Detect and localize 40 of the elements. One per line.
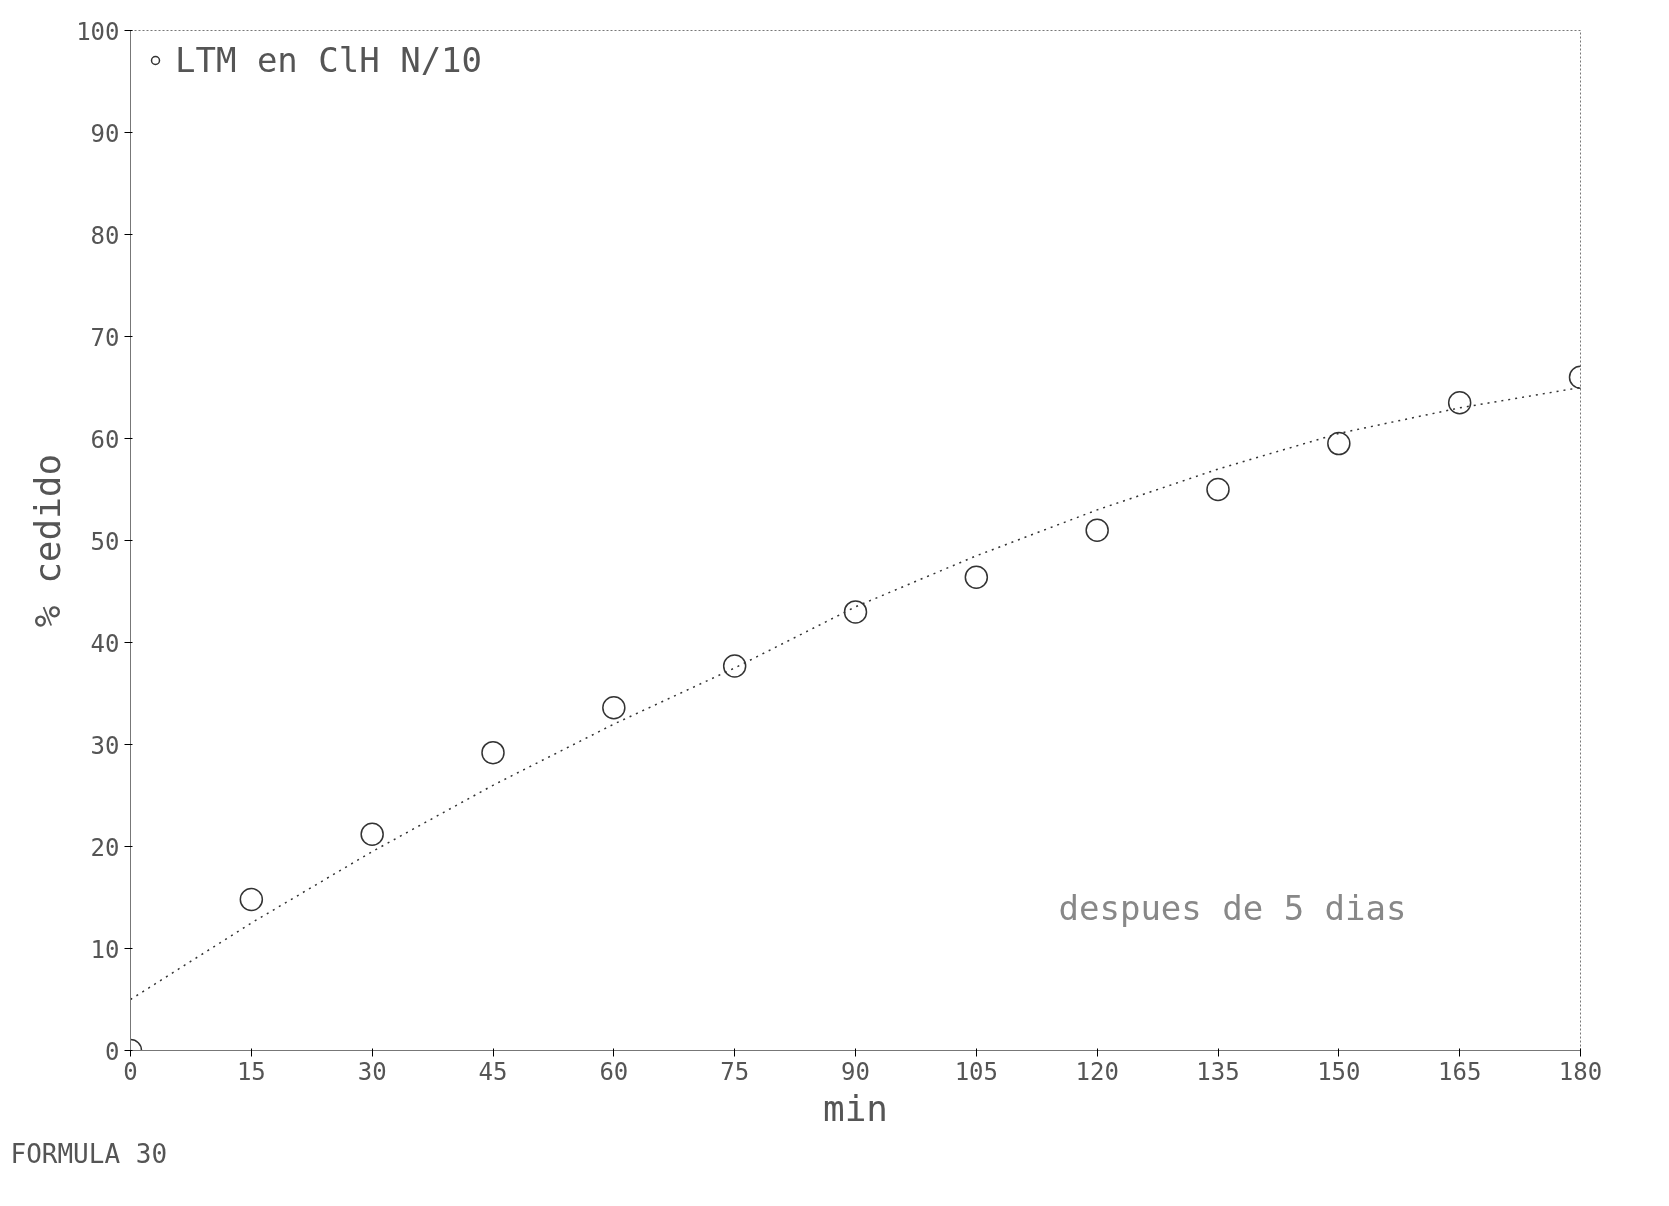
point [481,740,505,765]
legend-label: LTM en ClH N/10 [175,40,483,80]
y-tick-label: 30 [90,731,120,760]
x-tick-label: 15 [236,1057,266,1086]
annotation: despues de 5 dias [1058,888,1407,929]
x-tick-label: 30 [357,1057,387,1086]
x-tick-label: 120 [1075,1057,1119,1086]
y-tick-label: 0 [105,1037,120,1066]
point [843,600,868,624]
point [1085,518,1109,543]
y-tick-label: 70 [90,323,120,352]
x-tick-label: 105 [954,1057,999,1086]
x-tick-label: 75 [720,1057,750,1086]
y-tick-label: 90 [90,119,120,148]
x-tick-label: 150 [1317,1057,1361,1086]
y-tick-label: 60 [90,425,120,454]
x-tick-label: 135 [1196,1057,1240,1086]
text: FORMULA 30 [10,1138,168,1169]
y-tick-label: 80 [90,221,120,250]
y-axis-title: % cedido [27,453,69,628]
point [1327,431,1351,456]
point [602,696,626,720]
x-axis-title: min [822,1087,889,1129]
x-tick-label: 165 [1437,1057,1482,1086]
point [1447,391,1472,415]
x-tick-label: 45 [478,1057,508,1086]
y-tick-label: 40 [90,629,120,658]
x-tick-label: 90 [841,1057,870,1086]
point [722,654,747,678]
y-tick-label: 100 [76,17,120,46]
point [964,565,989,589]
point [360,822,384,846]
y-tick-label: 20 [90,833,120,862]
point [239,887,264,912]
y-tick-label: 10 [90,935,120,964]
x-tick-label: 60 [599,1057,629,1086]
x-tick-label: 0 [123,1057,138,1086]
y-tick-label: 50 [90,527,120,556]
point [1206,477,1230,502]
x-tick-label: 180 [1558,1057,1603,1086]
